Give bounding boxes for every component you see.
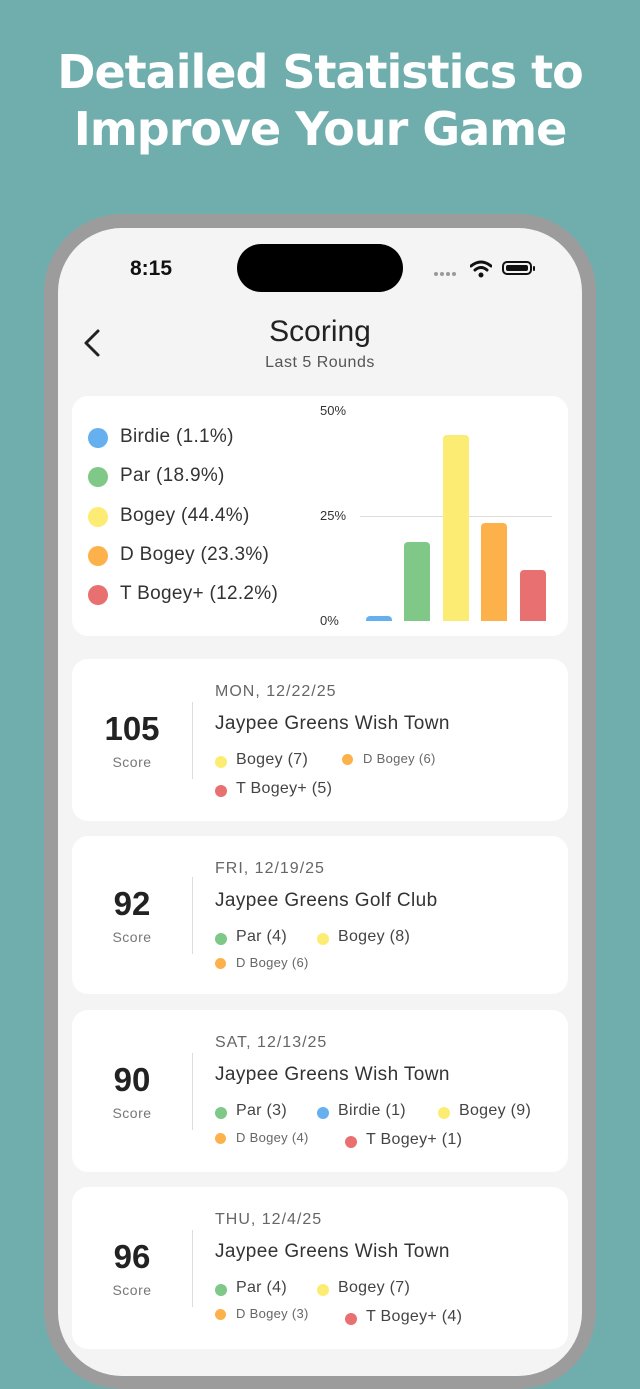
round-date: SAT, 12/13/25 [215, 1034, 328, 1051]
round-divider [192, 702, 193, 779]
bar-bogey [443, 434, 469, 621]
round-score: 92 [113, 885, 151, 922]
wifi-icon [470, 260, 492, 278]
tag-dot [215, 756, 227, 768]
round-score: 105 [104, 710, 160, 747]
round-divider [192, 1053, 193, 1130]
tag-label: Par (3) [236, 1102, 287, 1119]
round-score-label: Score [112, 1105, 152, 1121]
headline-line-2: Improve Your Game [73, 102, 568, 156]
bar-par [404, 541, 430, 621]
tag-dot [215, 785, 227, 797]
bar-t-bogey [520, 569, 546, 621]
round-score: 90 [113, 1061, 151, 1098]
tag-label: T Bogey+ (1) [366, 1131, 463, 1148]
tag-label: Par (4) [236, 1279, 287, 1296]
headline: Detailed Statistics to Improve Your Game [0, 44, 640, 158]
round-score-label: Score [112, 1282, 152, 1298]
round-course: Jaypee Greens Wish Town [215, 713, 450, 734]
round-course: Jaypee Greens Golf Club [215, 890, 438, 911]
round-score-label: Score [112, 929, 152, 945]
signal-dots-icon [434, 272, 458, 276]
round-date: MON, 12/22/25 [215, 683, 337, 700]
round-card[interactable]: 92 Score FRI, 12/19/25 Jaypee Greens Golf C… [72, 836, 568, 994]
tag-label: T Bogey+ (4) [366, 1308, 463, 1325]
phone-screen: 8:15 Scoring Last 5 Rounds Birdie (1.1%)… [58, 228, 582, 1376]
tag-dot [215, 1133, 226, 1144]
legend-label: D Bogey (23.3%) [120, 543, 270, 565]
legend-label: Par (18.9%) [120, 465, 225, 487]
y-tick-label: 50% [320, 403, 347, 418]
round-card[interactable]: 96 Score THU, 12/4/25 Jaypee Greens Wish To… [72, 1187, 568, 1349]
bar-birdie [366, 616, 392, 621]
round-date: THU, 12/4/25 [215, 1211, 323, 1228]
y-tick-label: 25% [320, 508, 347, 523]
tag-label: D Bogey (6) [236, 955, 309, 970]
tag-label: Birdie (1) [338, 1102, 406, 1119]
round-divider [192, 1230, 193, 1307]
tag-dot [345, 1136, 357, 1148]
dynamic-island [237, 244, 403, 292]
legend-label: T Bogey+ (12.2%) [120, 583, 279, 605]
tag-label: Bogey (9) [459, 1102, 532, 1119]
tag-dot [215, 958, 226, 969]
tag-dot [438, 1107, 450, 1119]
tag-label: D Bogey (3) [236, 1306, 309, 1321]
legend-dot [88, 467, 108, 488]
round-divider [192, 877, 193, 954]
tag-label: D Bogey (6) [363, 751, 436, 766]
tag-dot [342, 754, 353, 765]
status-time: 8:15 [130, 257, 173, 280]
round-score: 96 [113, 1238, 151, 1275]
headline-line-1: Detailed Statistics to [57, 45, 583, 99]
tag-dot [215, 1284, 227, 1296]
tag-dot [317, 1107, 329, 1119]
bar-d-bogey [481, 523, 507, 621]
tag-dot [317, 1284, 329, 1296]
page-subtitle: Last 5 Rounds [265, 354, 375, 371]
tag-dot [215, 933, 227, 945]
tag-dot [317, 933, 329, 945]
round-score-label: Score [112, 754, 152, 770]
back-chevron-icon[interactable] [80, 328, 104, 358]
tag-dot [215, 1107, 227, 1119]
tag-dot [215, 1309, 226, 1320]
round-card[interactable]: 90 Score SAT, 12/13/25 Jaypee Greens Wish T… [72, 1010, 568, 1172]
legend-dot [88, 545, 108, 566]
tag-label: Bogey (8) [338, 928, 411, 945]
round-course: Jaypee Greens Wish Town [215, 1064, 450, 1085]
tag-label: D Bogey (4) [236, 1130, 309, 1145]
legend-dot [88, 585, 108, 606]
battery-icon [502, 261, 535, 275]
tag-label: Bogey (7) [338, 1279, 411, 1296]
scoring-chart-card: Birdie (1.1%) Par (18.9%) Bogey (44.4%) D B… [72, 396, 568, 636]
tag-label: Bogey (7) [236, 751, 309, 768]
round-course: Jaypee Greens Wish Town [215, 1241, 450, 1262]
page-title: Scoring [269, 315, 371, 348]
round-date: FRI, 12/19/25 [215, 860, 325, 877]
legend-dot [88, 506, 108, 527]
tag-dot [345, 1313, 357, 1325]
round-card[interactable]: 105 Score MON, 12/22/25 Jaypee Greens Wish … [72, 659, 568, 821]
legend-label: Birdie (1.1%) [120, 426, 234, 447]
tag-label: Par (4) [236, 928, 287, 945]
legend-dot [88, 428, 108, 448]
tag-label: T Bogey+ (5) [236, 780, 333, 797]
y-tick-label: 0% [320, 613, 339, 628]
legend-label: Bogey (44.4%) [120, 504, 250, 526]
